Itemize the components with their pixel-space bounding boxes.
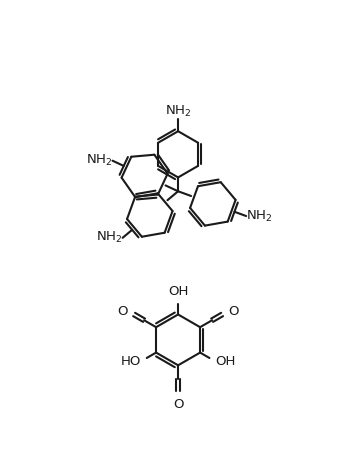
Text: NH$_2$: NH$_2$ [246, 209, 273, 224]
Text: OH: OH [215, 355, 235, 367]
Text: OH: OH [168, 284, 188, 298]
Text: NH$_2$: NH$_2$ [86, 153, 113, 168]
Text: O: O [118, 305, 128, 317]
Text: NH$_2$: NH$_2$ [96, 230, 123, 245]
Text: O: O [173, 398, 183, 411]
Text: HO: HO [121, 355, 141, 367]
Text: NH$_2$: NH$_2$ [165, 104, 191, 119]
Text: O: O [228, 305, 239, 317]
